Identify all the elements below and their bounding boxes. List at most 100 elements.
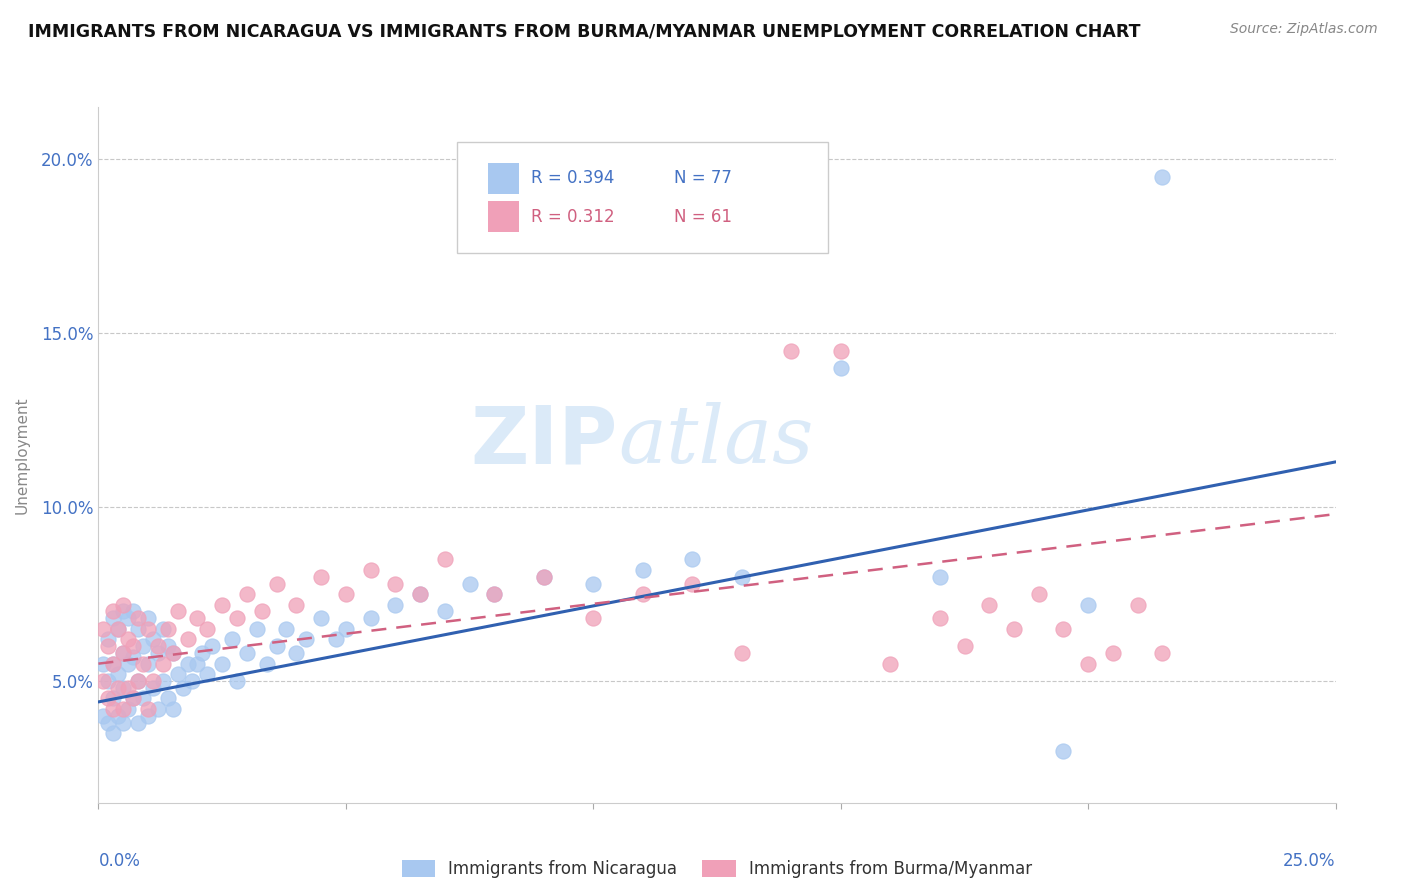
Point — [127, 611, 149, 625]
Point — [236, 646, 259, 660]
Point — [117, 681, 139, 695]
Point — [582, 576, 605, 591]
Point — [731, 646, 754, 660]
Point — [256, 657, 278, 671]
Text: 0.0%: 0.0% — [98, 852, 141, 870]
Point — [176, 632, 198, 647]
Point — [127, 674, 149, 689]
Point — [122, 639, 145, 653]
Point — [132, 639, 155, 653]
Point — [928, 611, 950, 625]
Point — [360, 611, 382, 625]
Point — [107, 667, 129, 681]
Point — [246, 622, 269, 636]
Point — [103, 726, 125, 740]
Point — [146, 702, 169, 716]
Point — [97, 715, 120, 730]
Point — [136, 708, 159, 723]
Point — [112, 702, 135, 716]
Point — [195, 622, 218, 636]
Point — [127, 715, 149, 730]
Text: Source: ZipAtlas.com: Source: ZipAtlas.com — [1230, 22, 1378, 37]
Point — [631, 563, 654, 577]
Point — [1126, 598, 1149, 612]
Point — [156, 639, 179, 653]
Point — [152, 657, 174, 671]
Point — [484, 587, 506, 601]
Point — [103, 657, 125, 671]
Point — [132, 691, 155, 706]
Text: R = 0.312: R = 0.312 — [531, 208, 614, 226]
Point — [112, 646, 135, 660]
Point — [309, 611, 332, 625]
Point — [152, 622, 174, 636]
Point — [142, 681, 165, 695]
Point — [112, 715, 135, 730]
Point — [97, 674, 120, 689]
Point — [103, 611, 125, 625]
Point — [1052, 622, 1074, 636]
Point — [93, 622, 115, 636]
Point — [107, 681, 129, 695]
Point — [127, 674, 149, 689]
Bar — [488, 201, 519, 232]
Point — [1002, 622, 1025, 636]
Point — [136, 702, 159, 716]
Point — [384, 576, 406, 591]
Point — [97, 639, 120, 653]
Point — [103, 657, 125, 671]
Text: atlas: atlas — [619, 402, 814, 480]
Point — [122, 605, 145, 619]
Text: 25.0%: 25.0% — [1284, 852, 1336, 870]
Point — [335, 587, 357, 601]
Text: IMMIGRANTS FROM NICARAGUA VS IMMIGRANTS FROM BURMA/MYANMAR UNEMPLOYMENT CORRELAT: IMMIGRANTS FROM NICARAGUA VS IMMIGRANTS … — [28, 22, 1140, 40]
Y-axis label: Unemployment: Unemployment — [15, 396, 30, 514]
Point — [93, 708, 115, 723]
Bar — [488, 162, 519, 194]
Point — [1052, 744, 1074, 758]
Point — [132, 657, 155, 671]
Point — [226, 674, 249, 689]
Point — [276, 622, 298, 636]
Point — [226, 611, 249, 625]
Point — [533, 569, 555, 583]
Point — [122, 691, 145, 706]
Point — [201, 639, 224, 653]
Point — [146, 639, 169, 653]
Point — [97, 632, 120, 647]
Point — [236, 587, 259, 601]
Point — [1028, 587, 1050, 601]
Text: ZIP: ZIP — [471, 402, 619, 480]
Point — [211, 657, 233, 671]
Point — [186, 611, 208, 625]
Point — [162, 646, 184, 660]
FancyBboxPatch shape — [457, 142, 828, 253]
Point — [136, 611, 159, 625]
Point — [127, 622, 149, 636]
Point — [93, 674, 115, 689]
Point — [266, 639, 288, 653]
Point — [1077, 598, 1099, 612]
Point — [681, 552, 703, 566]
Point — [409, 587, 432, 601]
Point — [631, 587, 654, 601]
Point — [211, 598, 233, 612]
Point — [172, 681, 194, 695]
Point — [162, 646, 184, 660]
Point — [1102, 646, 1125, 660]
Point — [152, 674, 174, 689]
Point — [162, 702, 184, 716]
Point — [146, 646, 169, 660]
Point — [582, 611, 605, 625]
Point — [181, 674, 204, 689]
Point — [117, 632, 139, 647]
Legend: Immigrants from Nicaragua, Immigrants from Burma/Myanmar: Immigrants from Nicaragua, Immigrants fr… — [395, 854, 1039, 885]
Point — [1152, 169, 1174, 184]
Point — [285, 598, 308, 612]
Point — [433, 605, 456, 619]
Point — [384, 598, 406, 612]
Point — [122, 691, 145, 706]
Point — [112, 605, 135, 619]
Point — [112, 598, 135, 612]
Point — [117, 611, 139, 625]
